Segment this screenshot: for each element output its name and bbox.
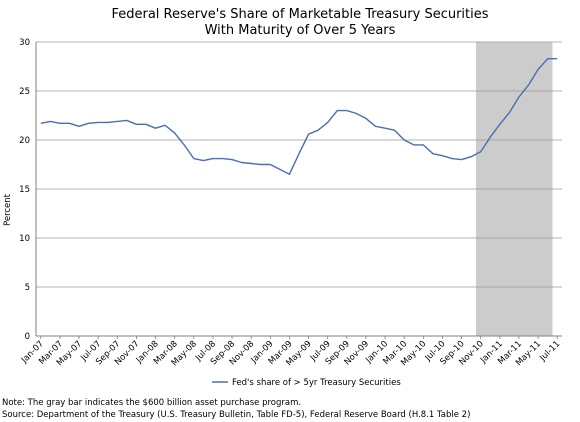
y-tick-label: 0 [25, 332, 30, 342]
y-tick-label: 10 [19, 234, 30, 244]
y-tick-label: 30 [19, 38, 30, 48]
legend-label: Fed's share of > 5yr Treasury Securities [232, 378, 401, 388]
series-line [40, 58, 558, 176]
note-text: Note: The gray bar indicates the $600 bi… [2, 398, 301, 408]
x-tick-labels: Jan-07Mar-07May-07Jul-07Sep-07Nov-07Jan-… [19, 339, 562, 368]
gridline-layer [36, 41, 562, 288]
chart-subtitle: With Maturity of Over 5 Years [205, 23, 396, 38]
x-tick-label: Jul-11 [537, 339, 562, 364]
y-tick-label: 20 [19, 136, 30, 146]
legend: Fed's share of > 5yr Treasury Securities [212, 378, 401, 388]
y-axis-label: Percent [3, 193, 13, 226]
chart-title: Federal Reserve's Share of Marketable Tr… [111, 7, 488, 22]
y-tick-label: 25 [19, 87, 30, 97]
y-tick-label: 5 [25, 283, 30, 293]
axis-layer [35, 42, 562, 339]
source-text: Source: Department of the Treasury (U.S.… [2, 410, 470, 420]
y-tick-labels: 0 5 10 15 20 25 30 [19, 38, 30, 342]
series-layer [40, 58, 558, 176]
y-tick-label: 15 [19, 185, 30, 195]
